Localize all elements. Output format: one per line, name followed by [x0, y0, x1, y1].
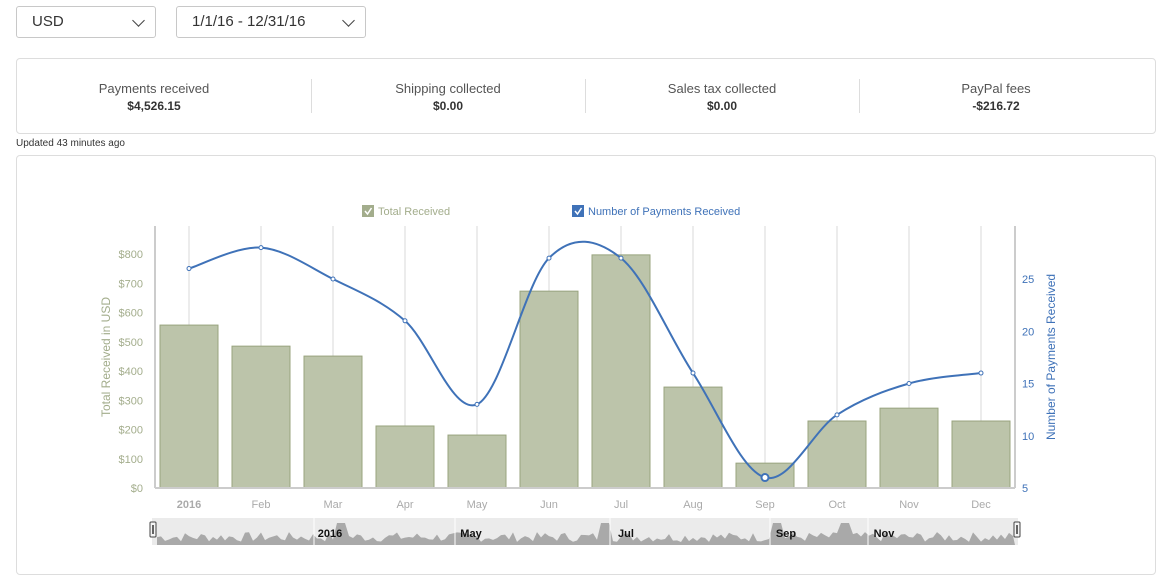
summary-card: Payments received $4,526.15 Shipping coll…: [16, 58, 1156, 134]
line-point-oct[interactable]: [834, 412, 840, 418]
checkbox-icon[interactable]: [572, 205, 584, 217]
stat-label: Shipping collected: [395, 81, 501, 96]
stat-label: Sales tax collected: [667, 81, 777, 96]
line-point-mar[interactable]: [330, 276, 336, 282]
legend-item-total-received[interactable]: Total Received: [362, 205, 450, 218]
left-tick-label: $200: [119, 425, 143, 437]
x-tick-label: Feb: [252, 499, 271, 511]
stat-value: $0.00: [706, 99, 738, 113]
navigator-label: 2016: [318, 528, 342, 540]
checkbox-icon[interactable]: [362, 205, 374, 217]
bar-apr[interactable]: [375, 425, 435, 489]
bar-may[interactable]: [447, 434, 507, 489]
line-point-nov[interactable]: [906, 381, 912, 386]
bar-dec[interactable]: [951, 420, 1011, 489]
bar-jun[interactable]: [519, 290, 579, 489]
divider: [859, 79, 860, 113]
line-point-sep[interactable]: [760, 473, 770, 483]
line-point-feb[interactable]: [258, 245, 264, 251]
left-tick-label: $700: [119, 278, 143, 290]
x-tick-label: May: [467, 499, 488, 511]
right-tick-label: 20: [1022, 326, 1034, 338]
x-tick-label: 2016: [177, 499, 201, 511]
x-tick-label: Dec: [971, 499, 991, 511]
stat-value: $0.00: [432, 99, 464, 113]
right-tick-label: 5: [1022, 483, 1028, 495]
stat-value: -$216.72: [972, 99, 1020, 113]
bar-mar[interactable]: [303, 355, 363, 489]
line-point-may[interactable]: [474, 401, 480, 407]
line-point-dec[interactable]: [978, 370, 984, 376]
line-point-apr[interactable]: [402, 318, 408, 324]
range-navigator[interactable]: 2016 May Jul Sep Nov: [149, 518, 1021, 545]
divider: [311, 79, 312, 113]
navigator-label: Jul: [618, 528, 634, 540]
line-point-aug[interactable]: [690, 370, 696, 376]
left-tick-label: $400: [119, 366, 143, 378]
bar-aug[interactable]: [663, 386, 723, 489]
date-range-select[interactable]: 1/1/16 - 12/31/16: [176, 6, 366, 38]
divider: [585, 79, 586, 113]
left-tick-label: $600: [119, 308, 143, 320]
left-tick-label: $100: [119, 454, 143, 466]
currency-value: USD: [32, 13, 64, 30]
bar-2016[interactable]: [159, 324, 219, 489]
navigator-area: [157, 523, 1015, 545]
navigator-label: May: [460, 528, 482, 540]
x-tick-label: Apr: [396, 499, 413, 511]
x-tick-label: Jul: [614, 499, 628, 511]
stat-paypal-fees: PayPal fees -$216.72: [859, 59, 1133, 133]
currency-select[interactable]: USD: [16, 6, 156, 38]
legend-label: Number of Payments Received: [588, 206, 740, 218]
right-axis-title: Number of Payments Received: [1044, 274, 1058, 440]
bar-nov[interactable]: [879, 407, 939, 489]
bar-jul[interactable]: [591, 254, 651, 489]
stat-label: Payments received: [98, 81, 210, 96]
line-point-2016[interactable]: [186, 266, 192, 272]
bar-feb[interactable]: [231, 345, 291, 489]
legend-label: Total Received: [378, 206, 450, 218]
stat-shipping-collected: Shipping collected $0.00: [311, 59, 585, 133]
bar-oct[interactable]: [807, 420, 867, 489]
navigator-label: Sep: [776, 528, 796, 540]
x-tick-label: Aug: [683, 499, 703, 511]
chart: Total Received Number of Payments Receiv…: [99, 205, 1058, 545]
right-tick-label: 10: [1022, 431, 1034, 443]
line-point-jun[interactable]: [546, 255, 552, 261]
x-tick-label: Jun: [540, 499, 558, 511]
x-tick-label: Oct: [828, 499, 845, 511]
stat-sales-tax-collected: Sales tax collected $0.00: [585, 59, 859, 133]
stat-value: $4,526.15: [127, 99, 181, 113]
x-tick-label: Mar: [324, 499, 343, 511]
left-tick-label: $0: [131, 483, 143, 495]
navigator-label: Nov: [874, 528, 896, 540]
right-tick-label: 15: [1022, 379, 1034, 391]
date-range-value: 1/1/16 - 12/31/16: [192, 13, 306, 30]
stat-payments-received: Payments received $4,526.15: [17, 59, 291, 133]
left-axis-title: Total Received in USD: [99, 297, 113, 417]
line-point-jul[interactable]: [618, 255, 624, 261]
stat-label: PayPal fees: [961, 81, 1031, 96]
left-tick-label: $800: [119, 249, 143, 261]
updated-text: Updated 43 minutes ago: [16, 138, 125, 149]
x-tick-label: Sep: [755, 499, 775, 511]
x-tick-label: Nov: [899, 499, 919, 511]
left-tick-label: $300: [119, 395, 143, 407]
left-tick-label: $500: [119, 337, 143, 349]
right-tick-label: 25: [1022, 274, 1034, 286]
legend-item-number-of-payments[interactable]: Number of Payments Received: [572, 205, 740, 218]
